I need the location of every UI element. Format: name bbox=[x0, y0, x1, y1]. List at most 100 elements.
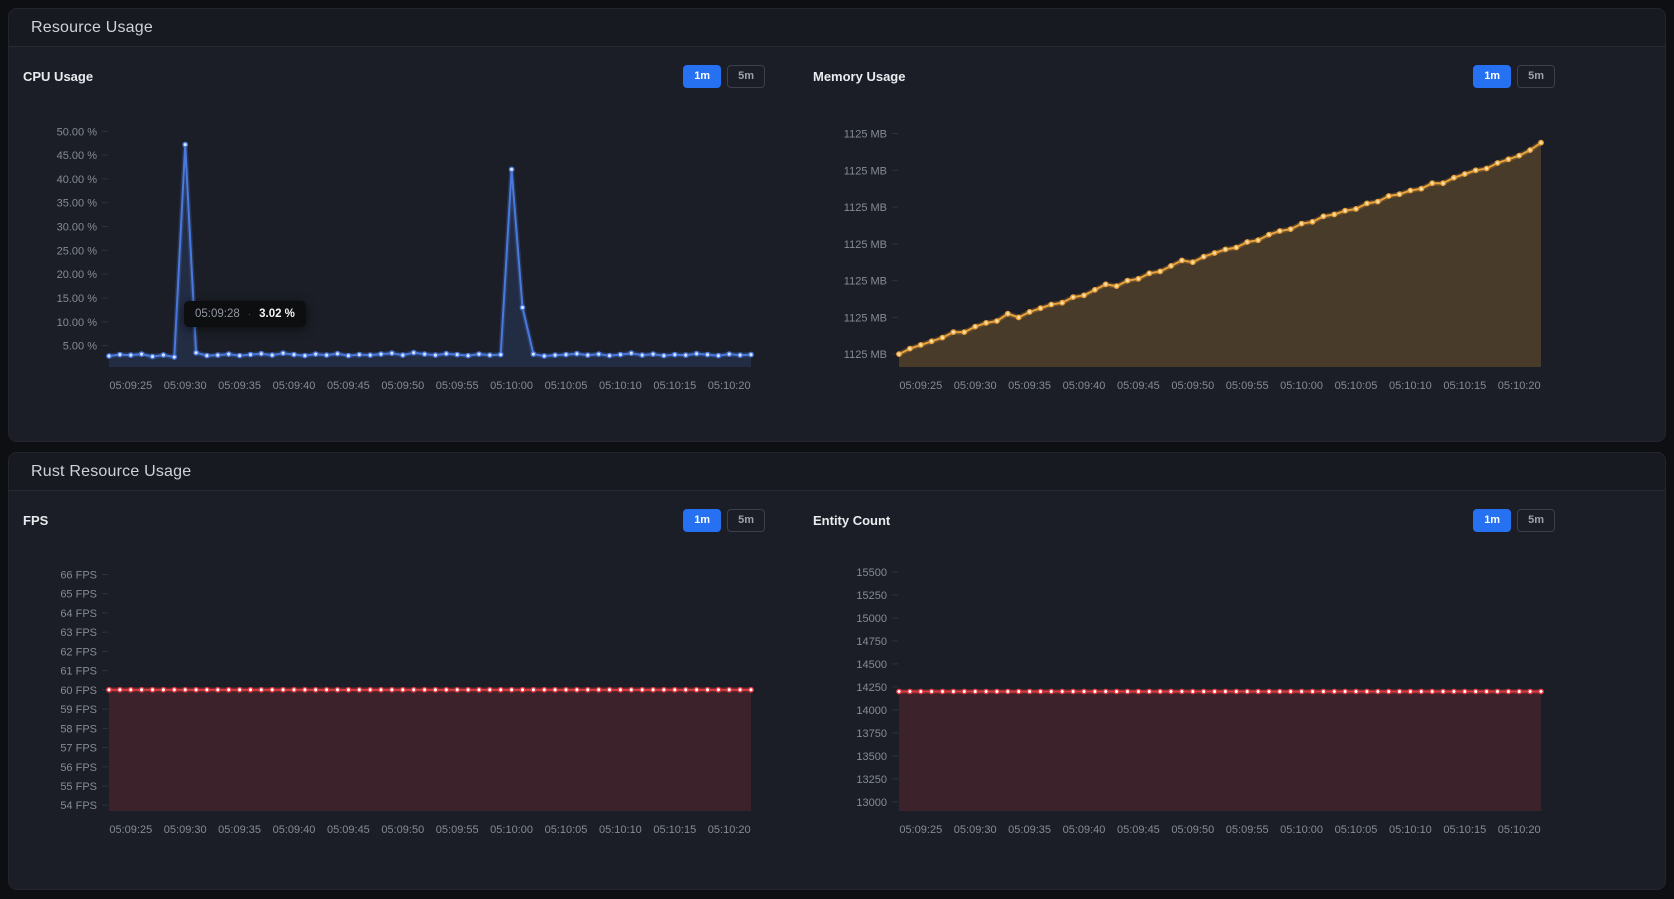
svg-text:58 FPS: 58 FPS bbox=[60, 723, 97, 735]
svg-text:05:09:25: 05:09:25 bbox=[109, 824, 152, 836]
fps-chart-header: FPS 1m 5m bbox=[9, 503, 799, 537]
memory-range-1m-button[interactable]: 1m bbox=[1473, 64, 1512, 88]
svg-text:05:10:00: 05:10:00 bbox=[1280, 824, 1323, 836]
rust-resource-usage-panel: Rust Resource Usage FPS 1m 5m 66 FPS 65 F… bbox=[8, 452, 1666, 890]
resource-usage-charts-row: CPU Usage 1m 5m 50.00 % 45.00 % 40.00 % 35.… bbox=[9, 47, 1665, 401]
rust-resource-usage-charts-row: FPS 1m 5m 66 FPS 65 FPS 64 FPS 63 FPS 62 FPS… bbox=[9, 491, 1665, 845]
svg-text:1125 MB: 1125 MB bbox=[844, 129, 887, 141]
fps-range-buttons: 1m 5m bbox=[683, 508, 765, 532]
cpu-range-5m-button[interactable]: 5m bbox=[727, 64, 765, 88]
chart-tooltip: 05:09:28 · 3.02 % bbox=[184, 301, 306, 327]
svg-text:56 FPS: 56 FPS bbox=[60, 762, 97, 774]
svg-text:14000: 14000 bbox=[856, 705, 887, 717]
fps-chart-svg: 66 FPS 65 FPS 64 FPS 63 FPS 62 FPS 61 FPS 60 F… bbox=[60, 570, 754, 836]
entity-range-5m-button[interactable]: 5m bbox=[1517, 508, 1555, 532]
svg-text:1125 MB: 1125 MB bbox=[844, 349, 887, 361]
entity-count-chart-title: Entity Count bbox=[813, 512, 891, 528]
svg-text:13250: 13250 bbox=[856, 774, 887, 786]
svg-text:50.00 %: 50.00 % bbox=[57, 126, 98, 138]
svg-text:05:09:45: 05:09:45 bbox=[327, 824, 370, 836]
fps-chart-card: FPS 1m 5m 66 FPS 65 FPS 64 FPS 63 FPS 62 FPS… bbox=[9, 491, 799, 845]
svg-text:05:09:35: 05:09:35 bbox=[218, 380, 261, 392]
svg-text:5.00 %: 5.00 % bbox=[63, 341, 97, 353]
cpu-usage-chart-plot[interactable]: 50.00 % 45.00 % 40.00 % 35.00 % 30.00 % 25.00… bbox=[9, 101, 799, 401]
svg-text:40.00 %: 40.00 % bbox=[57, 174, 98, 186]
entity-count-chart-header: Entity Count 1m 5m bbox=[799, 503, 1589, 537]
svg-text:05:09:45: 05:09:45 bbox=[327, 380, 370, 392]
entity-count-chart-svg: 15500 15250 15000 14750 14500 14250 14000 13750… bbox=[856, 567, 1544, 836]
memory-usage-chart-svg: 1125 MB 1125 MB 1125 MB 1125 MB 1125 MB 1125 … bbox=[844, 129, 1544, 392]
svg-text:05:10:00: 05:10:00 bbox=[1280, 380, 1323, 392]
svg-text:05:09:40: 05:09:40 bbox=[273, 824, 316, 836]
svg-text:05:09:55: 05:09:55 bbox=[436, 824, 479, 836]
svg-text:64 FPS: 64 FPS bbox=[60, 608, 97, 620]
tooltip-separator-icon: · bbox=[247, 308, 252, 320]
memory-usage-chart-plot[interactable]: 1125 MB 1125 MB 1125 MB 1125 MB 1125 MB 1125 … bbox=[799, 101, 1589, 401]
fps-range-5m-button[interactable]: 5m bbox=[727, 508, 765, 532]
svg-text:05:09:35: 05:09:35 bbox=[1008, 824, 1051, 836]
svg-text:15000: 15000 bbox=[856, 613, 887, 625]
svg-text:05:10:20: 05:10:20 bbox=[1498, 824, 1541, 836]
resource-usage-panel: Resource Usage CPU Usage 1m 5m 50.00 % 45… bbox=[8, 8, 1666, 442]
svg-text:05:09:55: 05:09:55 bbox=[1226, 380, 1269, 392]
svg-text:05:10:05: 05:10:05 bbox=[545, 380, 588, 392]
svg-text:45.00 %: 45.00 % bbox=[57, 150, 98, 162]
svg-text:05:10:10: 05:10:10 bbox=[1389, 380, 1432, 392]
memory-usage-chart-title: Memory Usage bbox=[813, 68, 906, 84]
entity-range-buttons: 1m 5m bbox=[1473, 508, 1555, 532]
svg-text:05:09:55: 05:09:55 bbox=[436, 380, 479, 392]
svg-text:61 FPS: 61 FPS bbox=[60, 666, 97, 678]
panel-title: Rust Resource Usage bbox=[31, 462, 192, 480]
svg-text:05:10:20: 05:10:20 bbox=[708, 824, 751, 836]
fps-range-1m-button[interactable]: 1m bbox=[683, 508, 722, 532]
memory-usage-chart-header: Memory Usage 1m 5m bbox=[799, 59, 1589, 93]
svg-text:1125 MB: 1125 MB bbox=[844, 202, 887, 214]
svg-text:55 FPS: 55 FPS bbox=[60, 781, 97, 793]
entity-count-chart-plot[interactable]: 15500 15250 15000 14750 14500 14250 14000 13750… bbox=[799, 545, 1589, 845]
svg-text:05:09:45: 05:09:45 bbox=[1117, 824, 1160, 836]
svg-text:60 FPS: 60 FPS bbox=[60, 685, 97, 697]
svg-text:05:10:20: 05:10:20 bbox=[708, 380, 751, 392]
svg-text:05:09:30: 05:09:30 bbox=[954, 824, 997, 836]
svg-text:1125 MB: 1125 MB bbox=[844, 165, 887, 177]
svg-text:05:10:15: 05:10:15 bbox=[653, 380, 696, 392]
entity-range-1m-button[interactable]: 1m bbox=[1473, 508, 1512, 532]
svg-text:10.00 %: 10.00 % bbox=[57, 317, 98, 329]
svg-text:05:09:45: 05:09:45 bbox=[1117, 380, 1160, 392]
svg-text:05:10:00: 05:10:00 bbox=[490, 824, 533, 836]
svg-text:05:10:15: 05:10:15 bbox=[653, 824, 696, 836]
svg-text:13000: 13000 bbox=[856, 797, 887, 809]
svg-text:05:10:05: 05:10:05 bbox=[1335, 824, 1378, 836]
svg-text:15500: 15500 bbox=[856, 567, 887, 579]
svg-text:66 FPS: 66 FPS bbox=[60, 570, 97, 582]
rust-resource-usage-panel-header: Rust Resource Usage bbox=[9, 453, 1665, 491]
svg-text:15250: 15250 bbox=[856, 590, 887, 602]
svg-text:05:09:35: 05:09:35 bbox=[1008, 380, 1051, 392]
svg-text:1125 MB: 1125 MB bbox=[844, 312, 887, 324]
svg-text:05:10:05: 05:10:05 bbox=[1335, 380, 1378, 392]
cpu-usage-chart-card: CPU Usage 1m 5m 50.00 % 45.00 % 40.00 % 35.… bbox=[9, 47, 799, 401]
svg-text:05:10:15: 05:10:15 bbox=[1443, 824, 1486, 836]
memory-usage-chart-card: Memory Usage 1m 5m 1125 MB 1125 MB 1125 MB… bbox=[799, 47, 1589, 401]
svg-text:35.00 %: 35.00 % bbox=[57, 198, 98, 210]
fps-chart-plot[interactable]: 66 FPS 65 FPS 64 FPS 63 FPS 62 FPS 61 FPS 60 F… bbox=[9, 545, 799, 845]
svg-text:13750: 13750 bbox=[856, 728, 887, 740]
svg-text:05:09:30: 05:09:30 bbox=[164, 380, 207, 392]
svg-text:05:09:25: 05:09:25 bbox=[899, 380, 942, 392]
svg-text:05:09:50: 05:09:50 bbox=[381, 824, 424, 836]
svg-text:05:10:15: 05:10:15 bbox=[1443, 380, 1486, 392]
svg-text:05:10:05: 05:10:05 bbox=[545, 824, 588, 836]
svg-text:05:09:50: 05:09:50 bbox=[381, 380, 424, 392]
svg-text:25.00 %: 25.00 % bbox=[57, 245, 98, 257]
svg-text:20.00 %: 20.00 % bbox=[57, 269, 98, 281]
svg-text:05:09:50: 05:09:50 bbox=[1171, 824, 1214, 836]
svg-text:65 FPS: 65 FPS bbox=[60, 589, 97, 601]
cpu-range-1m-button[interactable]: 1m bbox=[683, 64, 722, 88]
svg-text:05:09:30: 05:09:30 bbox=[954, 380, 997, 392]
resource-usage-panel-header: Resource Usage bbox=[9, 9, 1665, 47]
tooltip-time: 05:09:28 bbox=[195, 308, 240, 320]
memory-range-5m-button[interactable]: 5m bbox=[1517, 64, 1555, 88]
svg-text:14500: 14500 bbox=[856, 659, 887, 671]
svg-text:1125 MB: 1125 MB bbox=[844, 276, 887, 288]
svg-text:30.00 %: 30.00 % bbox=[57, 222, 98, 234]
